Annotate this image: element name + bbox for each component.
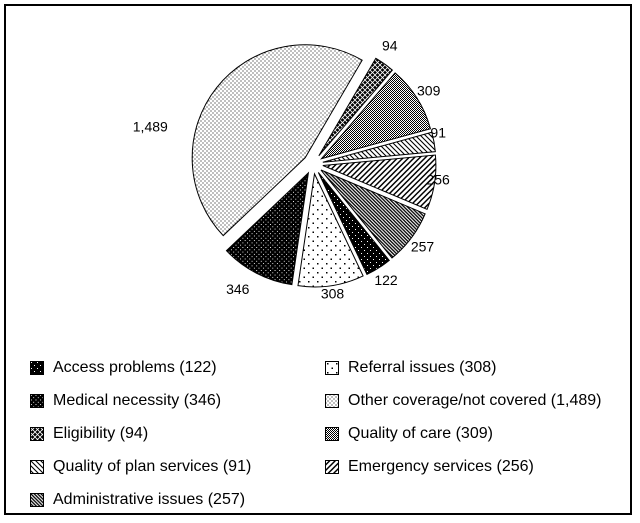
pie-slice-value-label: 91 (430, 125, 446, 141)
pie-slice-value-label: 122 (374, 272, 398, 288)
pie-slice-referral-issues (297, 172, 364, 288)
pie-slice-administrative-issues (320, 169, 426, 259)
legend-item: Referral issues (308) (325, 351, 601, 384)
pie-slice-value-label: 346 (226, 281, 250, 297)
pie-slice-value-label: 309 (417, 83, 441, 99)
legend-item-label: Quality of plan services (91) (53, 457, 252, 475)
legend-swatch (30, 492, 44, 507)
legend-item-label: Eligibility (94) (53, 424, 149, 442)
pie-slice-value-label: 256 (426, 171, 450, 187)
legend-swatch (30, 459, 44, 474)
legend-swatch (30, 426, 44, 441)
legend-item: Quality of plan services (91) (30, 450, 251, 483)
pie-slice-value-label: 257 (411, 238, 435, 254)
pie-slice-value-label: 308 (321, 285, 345, 301)
chart-legend-right-column: Referral issues (308) Other coverage/not … (325, 351, 601, 483)
pie-slice-emergency-services (322, 154, 437, 210)
legend-item-label: Administrative issues (257) (53, 490, 246, 508)
chart-border (4, 4, 632, 515)
legend-swatch (325, 459, 339, 474)
legend-item-label: Referral issues (308) (348, 358, 497, 376)
legend-swatch (325, 426, 339, 441)
legend-item: Administrative issues (257) (30, 483, 251, 516)
chart-legend-left-column: Access problems (122) Medical necessity (… (30, 351, 251, 516)
legend-item: Eligibility (94) (30, 417, 251, 450)
legend-swatch (30, 393, 44, 408)
pie-slice-quality-of-plan-services (322, 131, 436, 163)
legend-item: Other coverage/not covered (1,489) (325, 384, 601, 417)
legend-swatch (30, 360, 44, 375)
legend-swatch (325, 393, 339, 408)
legend-item-label: Access problems (122) (53, 358, 217, 376)
legend-item: Access problems (122) (30, 351, 251, 384)
legend-item-label: Quality of care (309) (348, 424, 493, 442)
pie-slice-other-coverage-not-covered (191, 44, 363, 237)
pie-chart: 94 309 91 256 257 122 308 346 1,489 (133, 38, 450, 302)
pie-slice-eligibility (318, 57, 394, 157)
legend-item-label: Emergency services (256) (348, 457, 534, 475)
pie-slice-access-problems (317, 172, 391, 276)
legend-item: Medical necessity (346) (30, 384, 251, 417)
pie-slice-quality-of-care (320, 72, 432, 160)
legend-item: Emergency services (256) (325, 450, 601, 483)
pie-slice-medical-necessity (225, 171, 310, 286)
legend-swatch (325, 360, 339, 375)
legend-item: Quality of care (309) (325, 417, 601, 450)
pie-slice-value-label: 94 (382, 38, 398, 54)
legend-item-label: Medical necessity (346) (53, 391, 222, 409)
pie-slice-value-label: 1,489 (133, 118, 168, 134)
legend-item-label: Other coverage/not covered (1,489) (348, 391, 602, 409)
